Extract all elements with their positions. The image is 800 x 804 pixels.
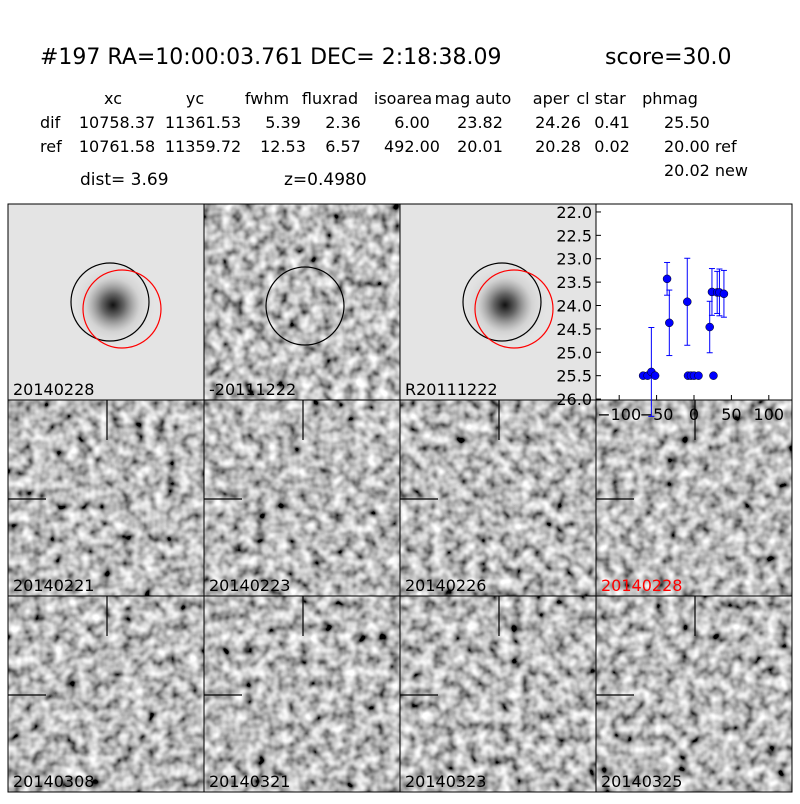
cell: 24.26 — [535, 113, 581, 132]
point — [650, 371, 660, 380]
x-tick-label: 50 — [721, 405, 741, 424]
score: score=30.0 — [605, 45, 732, 70]
stamp-label: 20140223 — [209, 576, 290, 595]
point — [683, 297, 692, 307]
stamp-label: 20140325 — [601, 772, 682, 791]
y-tick-label: 22.5 — [556, 226, 592, 245]
panels: 20140228 -20111222 R20111222 20140221 201402… — [7, 203, 793, 793]
cell: 11361.53 — [165, 113, 241, 132]
column-header: yc — [186, 89, 204, 108]
stamp-label: 20140226 — [405, 576, 486, 595]
circle — [474, 269, 554, 349]
x-tick-label: −100 — [597, 405, 641, 424]
cell: 0.41 — [594, 113, 630, 132]
row-label: ref — [40, 137, 62, 156]
stamp — [596, 596, 792, 792]
circle — [82, 269, 162, 349]
cell: 25.50 — [664, 113, 710, 132]
stamp-label: R20111222 — [405, 380, 498, 399]
galaxy — [68, 260, 158, 350]
stamp-label: 20140228 — [13, 380, 94, 399]
y-tick-label: 23.5 — [556, 273, 592, 292]
stamp — [204, 596, 400, 792]
stamp — [596, 400, 792, 596]
galaxy — [460, 260, 550, 350]
column-header: xc — [104, 89, 122, 108]
x-tick-label: 100 — [754, 405, 785, 424]
circle — [462, 262, 542, 342]
column-header: isoarea — [374, 89, 432, 108]
y-tick-label: 24.0 — [556, 297, 592, 316]
cell: 12.53 — [260, 137, 306, 156]
stamp-label: 20140221 — [13, 576, 94, 595]
row-label: dif — [40, 113, 61, 132]
stamp-label: 20140321 — [209, 772, 290, 791]
column-header: fluxrad — [302, 89, 358, 108]
cell: 6.57 — [325, 137, 361, 156]
column-header: cl star — [576, 89, 626, 108]
circle — [265, 266, 345, 346]
cell: 492.00 — [384, 137, 440, 156]
point — [719, 289, 729, 299]
dist: dist= 3.69 — [80, 170, 169, 190]
x-tick-label: 0 — [689, 405, 699, 424]
stamp — [400, 596, 596, 792]
y-tick-label: 23.0 — [556, 250, 592, 269]
stamp-label: 20140323 — [405, 772, 486, 791]
circle — [70, 262, 150, 342]
cell: 20.00 ref — [664, 137, 737, 156]
light-curve: 22.0 22.5 23.0 23.5 24.0 24.5 25.0 25.5 26.0 −100… — [556, 203, 793, 424]
point — [694, 371, 703, 380]
redshift: z=0.4980 — [284, 170, 367, 190]
stamp-label: -20111222 — [209, 380, 296, 399]
cell: 11359.72 — [165, 137, 241, 156]
point — [705, 322, 714, 332]
y-tick-label: 25.0 — [556, 343, 592, 362]
cell: 6.00 — [394, 113, 430, 132]
y-tick-label: 25.5 — [556, 367, 592, 386]
plot-area — [595, 203, 793, 401]
cell: 20.28 — [535, 137, 581, 156]
stamp — [8, 596, 204, 792]
stamp-label: 20140308 — [13, 772, 94, 791]
stamp — [204, 400, 400, 596]
cell: 20.01 — [457, 137, 503, 156]
stamp-border — [595, 595, 793, 793]
point — [662, 274, 672, 284]
y-tick-label: 24.5 — [556, 320, 592, 339]
cell: 2.36 — [325, 113, 361, 132]
stamp — [204, 204, 400, 400]
overlay — [70, 262, 554, 349]
x-tick-label: −50 — [640, 405, 674, 424]
stamp — [8, 400, 204, 596]
column-header: fwhm — [245, 89, 289, 108]
cell: 0.02 — [594, 137, 630, 156]
column-header: aper — [533, 89, 570, 108]
cell: 10761.58 — [79, 137, 155, 156]
stamp-label: 20140228 — [601, 576, 682, 595]
point — [665, 318, 674, 328]
cell: 5.39 — [265, 113, 301, 132]
cell: 10758.37 — [79, 113, 155, 132]
column-header: phmag — [642, 89, 698, 108]
title: #197 RA=10:00:03.761 DEC= 2:18:38.09 — [40, 45, 502, 70]
phmag-new: 20.02 new — [664, 161, 748, 180]
stamp — [400, 400, 596, 596]
y-tick-label: 22.0 — [556, 203, 592, 222]
column-header: mag auto — [435, 89, 512, 108]
y-tick-label: 26.0 — [556, 390, 592, 409]
cell: 23.82 — [457, 113, 503, 132]
point — [709, 371, 718, 380]
